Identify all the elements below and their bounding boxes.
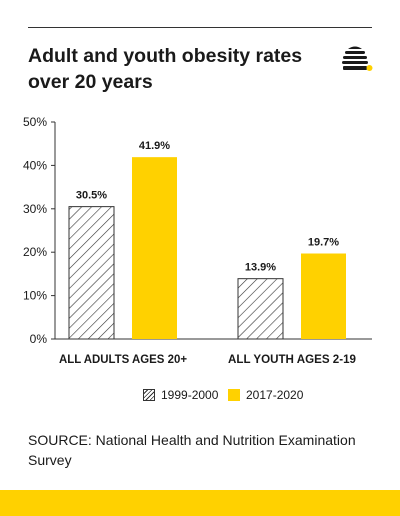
top-rule [28,27,372,28]
bar-1999-2000 [68,206,115,340]
chart-title: Adult and youth obesity rates over 20 ye… [28,45,303,93]
data-label: 30.5% [76,190,107,202]
y-tick-label: 50% [23,115,47,129]
legend-label: 2017-2020 [246,388,304,402]
beehive-icon [342,46,373,71]
source-note: SOURCE: National Health and Nutrition Ex… [28,432,356,468]
legend-item-2017-2020: 2017-2020 [228,388,303,402]
data-label: 19.7% [308,237,339,249]
bar-2017-2020 [132,157,177,339]
legend-label: 1999-2000 [161,388,219,402]
y-tick-label: 10% [23,289,47,303]
x-category-label: ALL YOUTH AGES 2-19 [228,352,356,366]
x-category-label: ALL ADULTS AGES 20+ [59,352,187,366]
footer-bar [0,490,400,516]
y-tick-label: 40% [23,158,47,172]
data-label: 13.9% [245,262,276,274]
bar-chart: 0% 10% 20% 30% 40% 50% 30.5% 41.9% ALL ADULTS AG… [23,115,372,366]
data-label: 41.9% [139,140,170,152]
legend-item-1999-2000: 1999-2000 [143,388,218,402]
y-tick-label: 20% [23,245,47,259]
legend: 1999-2000 2017-2020 [0,388,400,408]
legend-swatch-solid [228,389,240,401]
legend-swatch-hatched [143,389,155,401]
y-tick-label: 0% [30,332,48,346]
bar-2017-2020 [301,253,346,339]
bar-1999-2000 [237,278,284,340]
y-tick-label: 30% [23,202,47,216]
